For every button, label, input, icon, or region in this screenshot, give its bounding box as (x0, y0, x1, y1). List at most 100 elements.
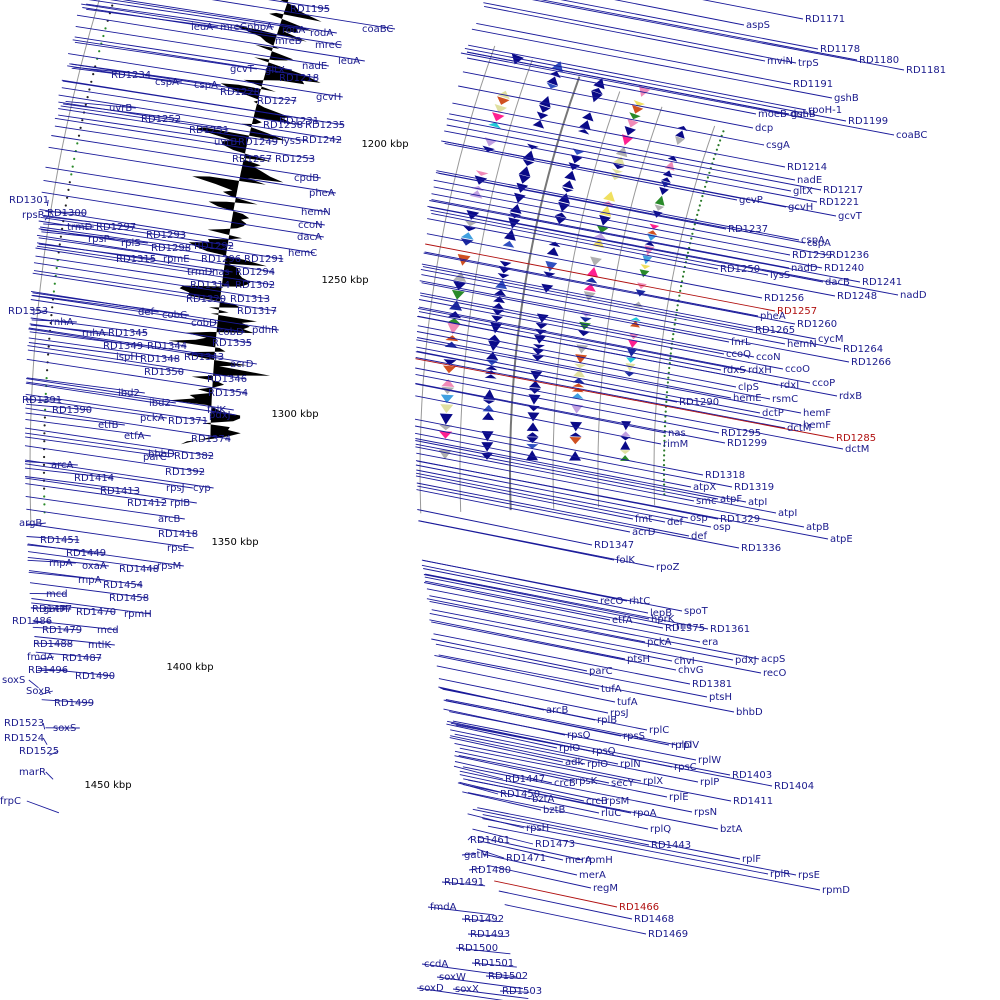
gene-feature (554, 212, 567, 219)
leader-line (424, 251, 759, 317)
tick-dot (50, 314, 53, 317)
gene-feature (675, 130, 685, 139)
leader-line (420, 294, 725, 355)
tick-dot (43, 455, 46, 459)
gene-feature (624, 126, 636, 136)
scale-labels: 1200 kbp 1250 kbp 1300 kbp 1350 kbp 1400 kbp… (84, 139, 408, 791)
gene-feature (675, 136, 685, 145)
scale-label: 1250 kbp (321, 275, 368, 286)
gene-label: etfA (124, 431, 145, 442)
gene-feature (536, 111, 549, 120)
leader-line (415, 425, 733, 488)
leader-line (418, 520, 655, 568)
leader-line (82, 7, 302, 42)
leader-line (28, 327, 224, 358)
gene-label: mreC (220, 22, 247, 33)
leader-line (42, 737, 48, 745)
gene-feature (579, 321, 591, 330)
leader-line (430, 209, 769, 276)
leader-line (415, 475, 634, 520)
gene-label: nadD (900, 290, 927, 301)
tick-dot (92, 73, 95, 76)
gene-label: RD1375 (665, 623, 705, 634)
leader-line (32, 620, 118, 631)
gene-label: RD1392 (165, 467, 205, 478)
leader-line (414, 418, 704, 476)
leader-line (452, 988, 529, 1000)
scale-label: 1350 kbp (211, 537, 258, 548)
gene-label: fmdA (430, 902, 457, 913)
leader-line (560, 0, 819, 50)
leader-line (429, 612, 673, 662)
leader-line (420, 268, 842, 350)
gene-feature (586, 267, 599, 278)
tick-dot (663, 439, 666, 442)
leader-line (427, 218, 836, 297)
gene-feature (579, 120, 591, 131)
gene-label: RD1302 (235, 280, 275, 291)
gene-label: RD1313 (230, 294, 270, 305)
gene-label: RD1264 (843, 344, 883, 355)
tick-dot (67, 188, 70, 191)
leader-line (483, 2, 797, 64)
gene-feature (531, 354, 544, 361)
gene-label: RD1391 (22, 395, 62, 406)
leader-line (482, 818, 769, 875)
leader-line (419, 280, 850, 363)
gene-feature (591, 90, 603, 103)
gene-label: atpF (720, 494, 742, 505)
leader-line (487, 864, 592, 889)
tick-dot (705, 181, 708, 184)
gene-label: rpsP (88, 234, 110, 245)
gene-feature (630, 317, 641, 322)
leader-line (449, 711, 697, 761)
gene-label: rplO (587, 759, 608, 770)
leader-line (25, 436, 170, 458)
leader-line (460, 52, 895, 136)
leader-line (46, 199, 49, 206)
gene-label: RD1451 (40, 535, 80, 546)
tick-dot (51, 306, 54, 309)
tick-dot (668, 366, 671, 370)
gene-feature (439, 431, 453, 439)
leader-line (29, 308, 252, 344)
leader-line (455, 724, 773, 787)
gene-label: RD1299 (727, 438, 767, 449)
tick-dot (663, 434, 666, 437)
tick-dot (79, 126, 82, 129)
tick-dot (686, 251, 690, 254)
leader-line (435, 172, 806, 244)
gene-label: def (691, 531, 708, 542)
gene-label: etfB (98, 420, 119, 431)
gene-label: RD1320 (186, 294, 226, 305)
gene-label: RD1266 (851, 357, 891, 368)
leader-line (27, 551, 159, 570)
gene-label: parC (589, 666, 613, 677)
gene-label: crcB (554, 778, 576, 789)
gene-label: cspA (807, 238, 831, 249)
gene-label: RD1238 (263, 120, 303, 131)
gene-label: cspA (194, 80, 218, 91)
gene-label: RD1241 (862, 277, 902, 288)
tick-dot (675, 309, 679, 312)
gene-label: rpsE (167, 543, 189, 554)
leader-line (26, 800, 60, 814)
gene-label: mviN (767, 56, 793, 67)
leader-line (416, 346, 761, 414)
leader-line (415, 373, 720, 434)
gene-label: rplS (121, 238, 141, 249)
gene-label: soxS (53, 723, 76, 734)
gene-label: folK (207, 405, 226, 416)
tick-dot (664, 420, 667, 423)
leader-line (449, 113, 796, 181)
gene-label: rnhA (50, 317, 74, 328)
gene-feature (661, 177, 671, 183)
gene-label: rpsQ (567, 730, 591, 741)
leader-line (24, 467, 114, 479)
gene-feature (640, 264, 651, 270)
gene-label: RD1349 (103, 341, 143, 352)
leader-line (452, 720, 731, 776)
gene-label: nas (668, 428, 686, 439)
tick-dot (715, 148, 719, 151)
